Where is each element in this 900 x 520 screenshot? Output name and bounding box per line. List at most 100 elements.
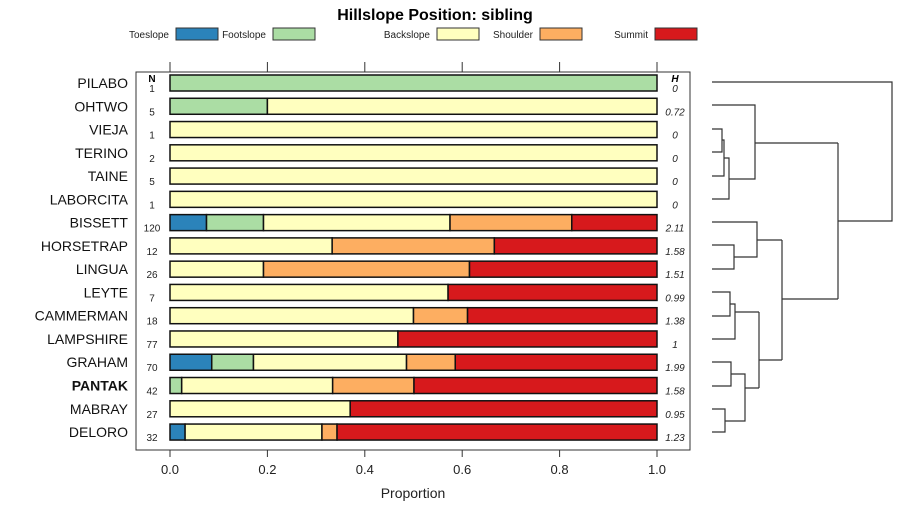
- bar-segment-summit: [397, 330, 658, 348]
- n-value: 42: [146, 387, 158, 398]
- row-lampshire: LAMPSHIRE 77 1: [47, 330, 678, 351]
- bar-segment-backslope: [169, 260, 265, 278]
- row-vieja: VIEJA 1 0: [89, 120, 678, 142]
- x-tick-label: 1.0: [648, 462, 666, 477]
- bar-segment-backslope: [184, 423, 323, 441]
- bar-segment-backslope: [252, 353, 408, 371]
- h-value: 0: [672, 154, 678, 165]
- row-taine: TAINE 5 0: [88, 167, 678, 188]
- n-value: 27: [146, 410, 158, 421]
- bar-segment-shoulder: [321, 423, 338, 441]
- row-terino: TERINO 2 0: [75, 144, 678, 165]
- bar-segment-backslope: [169, 400, 351, 418]
- h-value: 0: [672, 84, 678, 95]
- x-tick-label: 0.4: [356, 462, 374, 477]
- bar-segment-summit: [466, 306, 658, 325]
- legend-label: Shoulder: [493, 30, 534, 41]
- category-label: LAMPSHIRE: [47, 331, 128, 347]
- category-label: HORSETRAP: [41, 238, 128, 254]
- bar-segment-footslope: [210, 353, 255, 371]
- bar-segment-shoulder: [405, 353, 456, 371]
- h-value: 1: [672, 340, 678, 351]
- category-label: MABRAY: [70, 401, 129, 417]
- legend-swatch: [539, 27, 583, 41]
- row-mabray: MABRAY 27 0.95: [70, 400, 685, 421]
- row-pantak: PANTAK 42 1.58: [72, 376, 685, 398]
- x-axis-label: Proportion: [381, 485, 446, 501]
- bar-segment-footslope: [169, 97, 269, 116]
- legend-label: Toeslope: [129, 30, 169, 41]
- dendrogram-branch: [758, 312, 782, 388]
- bar-segment-shoulder: [331, 376, 415, 395]
- category-label: LEYTE: [84, 284, 128, 300]
- n-header: N: [148, 74, 155, 85]
- row-horsetrap: HORSETRAP 12 1.58: [41, 237, 685, 258]
- row-cammerman: CAMMERMAN 18 1.38: [35, 306, 685, 328]
- legend-swatch: [436, 27, 480, 41]
- row-deloro: DELORO 32 1.23: [69, 423, 685, 444]
- bar-segment-footslope: [169, 74, 658, 92]
- x-tick-label: 0.2: [258, 462, 276, 477]
- bar-segment-backslope: [169, 120, 658, 139]
- bar-segment-shoulder: [262, 260, 471, 278]
- row-lingua: LINGUA 26 1.51: [76, 260, 685, 281]
- legend-swatch: [654, 27, 698, 41]
- bar-segment-summit: [454, 353, 658, 371]
- n-value: 70: [146, 363, 158, 374]
- row-bissett: BISSETT 120 2.11: [70, 213, 684, 235]
- h-value: 1.38: [665, 317, 685, 328]
- legend-label: Backslope: [384, 30, 431, 41]
- h-value: 1.51: [665, 270, 684, 281]
- dendrogram-branch: [712, 361, 759, 433]
- n-value: 77: [146, 340, 158, 351]
- bar-segment-toeslope: [169, 353, 213, 371]
- legend-label: Footslope: [222, 30, 266, 41]
- bar-segment-summit: [336, 423, 658, 441]
- category-label: PANTAK: [72, 378, 128, 394]
- h-value: 1.99: [665, 363, 685, 374]
- bar-segment-summit: [468, 260, 658, 278]
- category-label: OHTWO: [74, 98, 128, 114]
- category-label: TERINO: [75, 145, 128, 161]
- n-value: 7: [149, 293, 155, 304]
- bar-segment-summit: [447, 283, 658, 302]
- dendrogram-branch: [712, 221, 782, 270]
- bar-segment-backslope: [169, 167, 658, 185]
- x-tick-label: 0.6: [453, 462, 471, 477]
- bar-segment-backslope: [266, 97, 658, 116]
- row-laborcita: LABORCITA 1 0: [50, 190, 678, 211]
- bar-rows: PILABO 1 0 OHTWO 5 0.72 VIEJA 1 0 TERINO 2 0 TAINE 5 0…: [35, 74, 685, 444]
- h-value: 0: [672, 131, 678, 142]
- bar-segment-shoulder: [449, 213, 573, 232]
- x-tick-label: 0.8: [551, 462, 569, 477]
- n-value: 1: [149, 200, 155, 211]
- panel-frame: [135, 71, 691, 451]
- n-value: 32: [146, 433, 158, 444]
- x-axis: 0.0 0.2 0.4 0.6 0.8 1.0: [161, 62, 666, 477]
- chart-title: Hillslope Position: sibling: [337, 7, 533, 24]
- bar-segment-footslope: [169, 376, 183, 395]
- h-header: H: [671, 74, 679, 85]
- dendrogram-branch: [781, 240, 838, 360]
- n-value: 1: [149, 84, 155, 95]
- bar-segment-summit: [413, 376, 658, 395]
- bar-segment-backslope: [169, 237, 333, 255]
- dendrogram-branch: [712, 81, 893, 222]
- bar-segment-backslope: [180, 376, 334, 395]
- n-value: 120: [144, 224, 161, 235]
- bar-segment-backslope: [169, 190, 658, 209]
- h-value: 0.95: [665, 410, 685, 421]
- category-label: LINGUA: [76, 261, 129, 277]
- bar-segment-backslope: [169, 306, 415, 325]
- x-tick-label: 0.0: [161, 462, 179, 477]
- category-label: PILABO: [77, 75, 128, 91]
- h-value: 1.23: [665, 433, 685, 444]
- category-label: LABORCITA: [50, 191, 129, 207]
- h-value: 1.58: [665, 387, 685, 398]
- dendrogram: [712, 81, 893, 433]
- n-value: 5: [149, 177, 155, 188]
- n-value: 5: [149, 107, 155, 118]
- row-leyte: LEYTE 7 0.99: [84, 283, 685, 304]
- row-pilabo: PILABO 1 0: [77, 74, 678, 95]
